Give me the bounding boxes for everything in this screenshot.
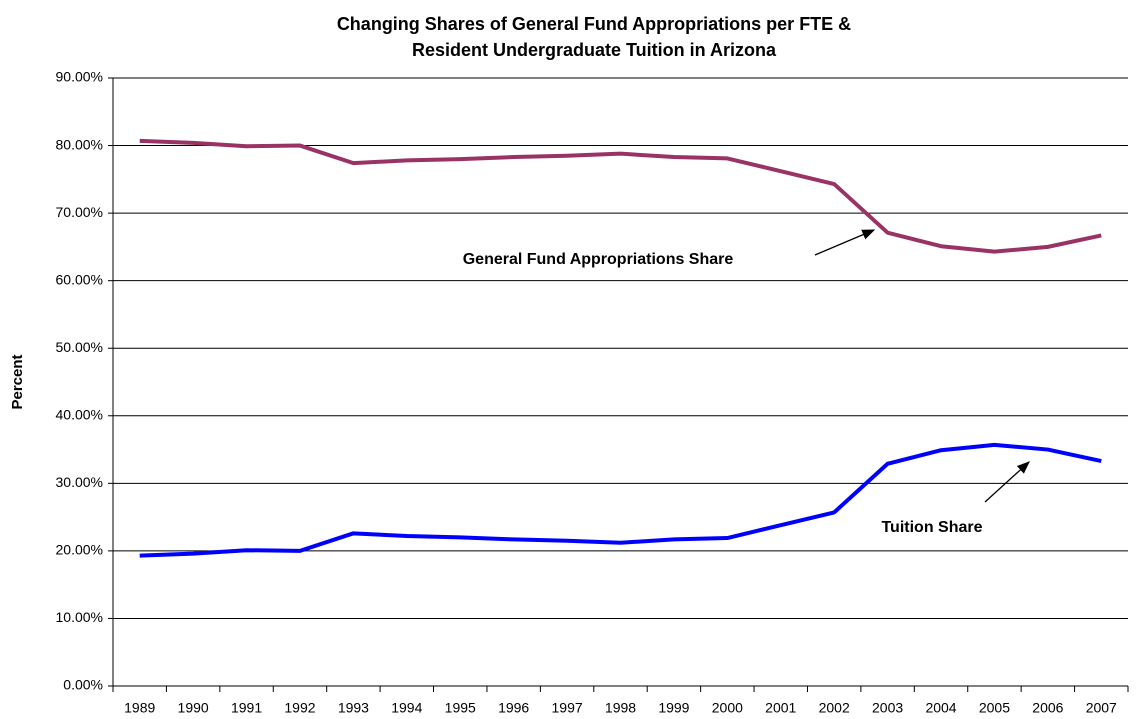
x-tick-label: 2000 (712, 700, 743, 716)
x-tick-label: 1989 (124, 700, 155, 716)
x-tick-label: 1995 (445, 700, 476, 716)
chart-subtitle: Resident Undergraduate Tuition in Arizon… (412, 40, 777, 60)
x-tick-label: 1997 (552, 700, 583, 716)
x-tick-label: 2007 (1086, 700, 1117, 716)
x-tick-label: 1999 (658, 700, 689, 716)
line (139, 442, 1102, 558)
x-tick-label: 1991 (231, 700, 262, 716)
annotation: General Fund Appropriations Share (463, 251, 734, 268)
y-tick-label: 70.00% (56, 204, 103, 220)
y-tick-label: 80.00% (56, 136, 103, 152)
y-tick-label: 40.00% (56, 406, 103, 422)
y-tick-label: 50.00% (56, 339, 103, 355)
y-tick-label: 30.00% (56, 474, 103, 490)
y-axis-label: Percent (9, 354, 26, 409)
x-tick-label: 1996 (498, 700, 529, 716)
x-tick-label: 1994 (391, 700, 422, 716)
y-tick-label: 60.00% (56, 271, 103, 287)
x-tick-label: 1990 (178, 700, 209, 716)
y-tick-label: 0.00% (63, 677, 103, 693)
annotation: Tuition Share (881, 519, 982, 536)
x-tick-label: 1998 (605, 700, 636, 716)
annotation-arrow (984, 461, 1030, 503)
x-tick-label: 2004 (925, 700, 956, 716)
y-tick-label: 10.00% (56, 609, 103, 625)
x-tick-label: 2005 (979, 700, 1010, 716)
x-tick-label: 2002 (819, 700, 850, 716)
x-tick-label: 2001 (765, 700, 796, 716)
annotation-arrow (814, 229, 876, 256)
x-tick-label: 2003 (872, 700, 903, 716)
x-tick-label: 1993 (338, 700, 369, 716)
y-tick-label: 20.00% (56, 542, 103, 558)
y-tick-label: 90.00% (56, 69, 103, 85)
chart-title: Changing Shares of General Fund Appropri… (337, 14, 851, 34)
x-tick-label: 1992 (284, 700, 315, 716)
x-tick-label: 2006 (1032, 700, 1063, 716)
line (139, 138, 1102, 254)
